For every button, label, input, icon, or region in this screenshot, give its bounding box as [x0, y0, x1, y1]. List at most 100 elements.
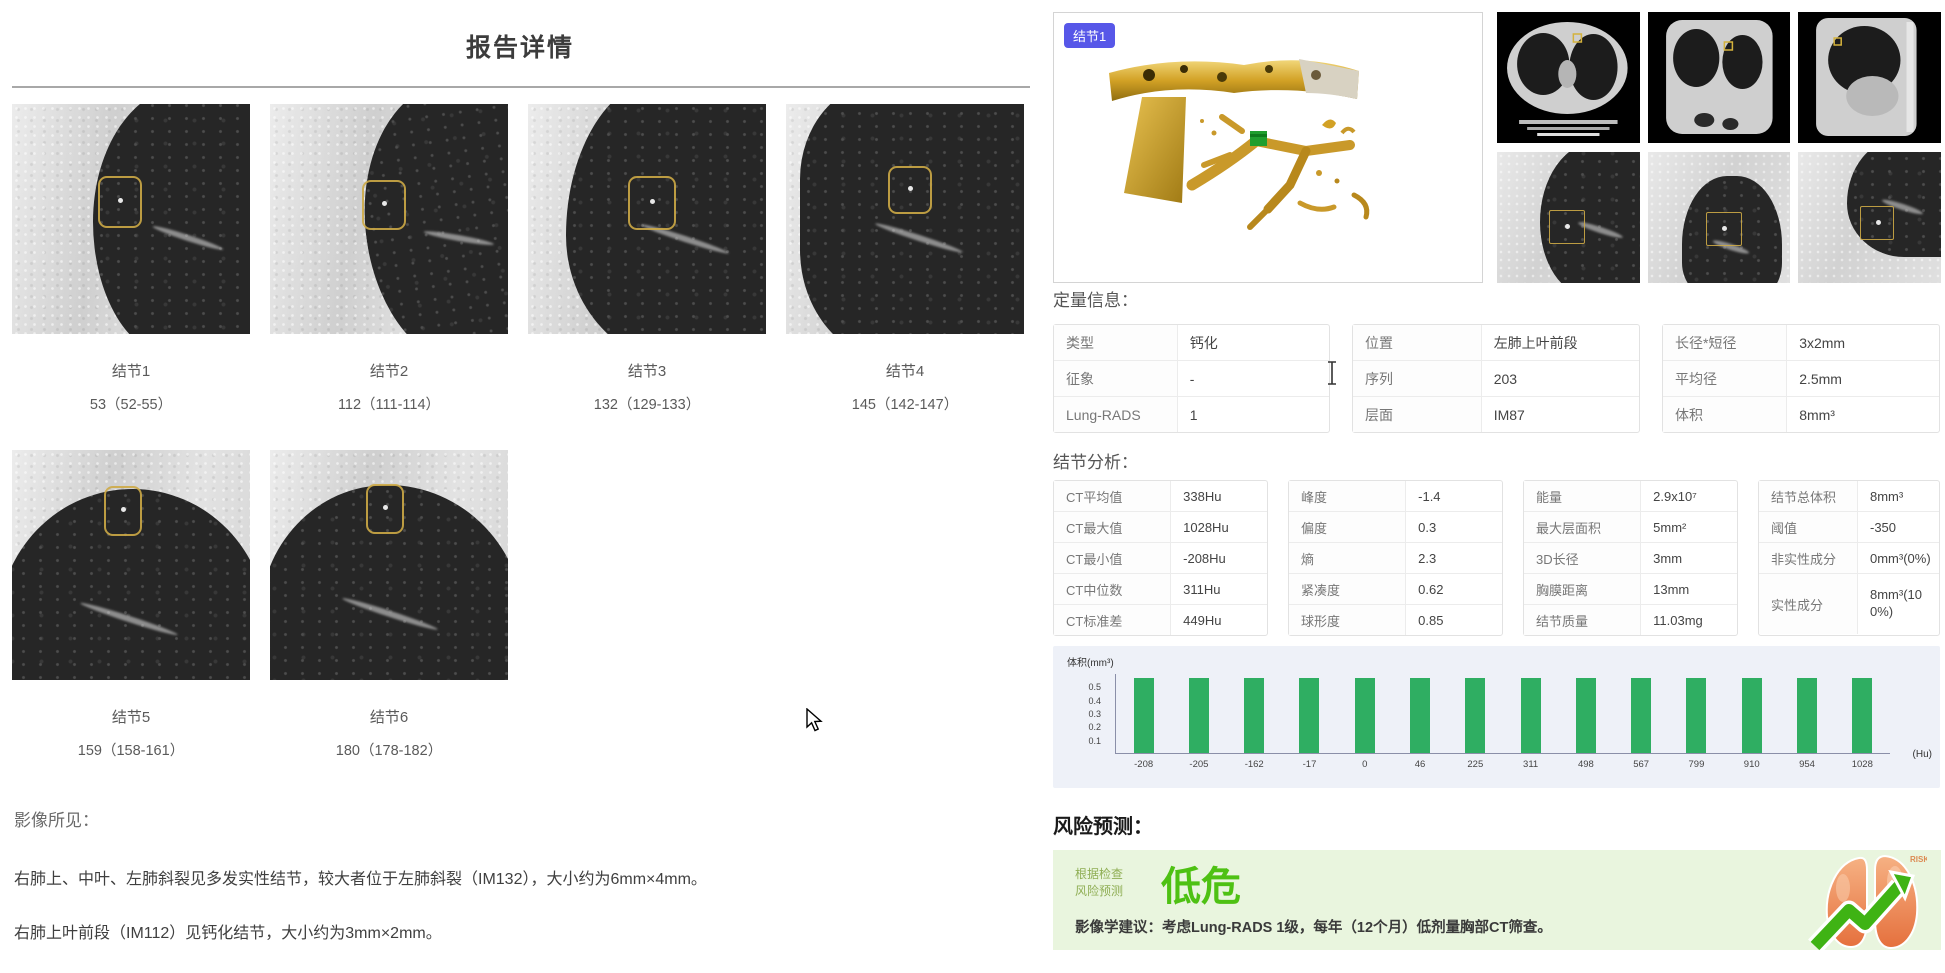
- nodule-slice-range: 145（142-147）: [851, 397, 959, 413]
- field-value: 2.3: [1418, 550, 1437, 566]
- quantitative-heading: 定量信息：: [1053, 291, 1138, 310]
- nodule-dot: [1565, 224, 1571, 230]
- hist-bar: [1188, 677, 1209, 753]
- field-label: 长径*短径: [1663, 325, 1788, 360]
- x-tick-label: 0: [1362, 759, 1368, 770]
- nodule-label: 结节5: [111, 709, 151, 726]
- analysis-table-metrics: 能量 2.9x10⁷ 最大层面积 5mm² 3D长径 3mm 胸膜距离 13mm 结节质…: [1523, 480, 1738, 636]
- lung-region: [1539, 152, 1640, 283]
- risk-pre-line-1: 根据检查: [1075, 867, 1124, 881]
- field-label: 层面: [1353, 397, 1482, 432]
- risk-prediction-heading: 风险预测：: [1053, 816, 1153, 838]
- mpr-coronal-view[interactable]: [1647, 12, 1791, 143]
- 3d-airway-viewer[interactable]: 结节1: [1053, 12, 1483, 283]
- hist-bar: [1465, 677, 1486, 753]
- field-value: 311Hu: [1183, 581, 1221, 597]
- hist-bar: [1686, 677, 1707, 753]
- sagittal-ct-illustration: [1798, 12, 1941, 143]
- field-label: 熵: [1289, 543, 1407, 573]
- field-label: 能量: [1524, 481, 1642, 511]
- lung-region: [1846, 152, 1941, 257]
- mpr-thumbnail-grid: [1497, 12, 1941, 283]
- nodule-dot: [1875, 220, 1881, 226]
- field-value: 5mm²: [1653, 519, 1687, 535]
- roi-box: [888, 166, 932, 214]
- field-label: CT最小值: [1054, 543, 1172, 573]
- field-value: 1: [1189, 406, 1198, 423]
- roi-box: [366, 484, 404, 534]
- y-tick-label: 0.5: [1088, 682, 1101, 693]
- hist-bar-cell: -162: [1227, 674, 1282, 770]
- risk-pre-line-2: 风险预测: [1075, 884, 1124, 898]
- field-label: 峰度: [1289, 481, 1407, 511]
- hist-bar-cell: 799: [1669, 674, 1724, 770]
- risk-icon-label: RISK: [1910, 855, 1927, 864]
- roi-box: [1860, 206, 1895, 240]
- field-label: 偏度: [1289, 512, 1407, 542]
- field-value: -1.4: [1418, 488, 1441, 504]
- field-value: 左肺上叶前段: [1493, 334, 1578, 351]
- field-label: CT平均值: [1054, 481, 1172, 511]
- lung-region: [566, 104, 766, 334]
- x-tick-label: -162: [1244, 759, 1264, 770]
- y-tick-label: 0.2: [1088, 722, 1101, 733]
- nodule-card-6: 结节6 180（178-182）: [270, 450, 508, 760]
- page-title: 报告详情: [465, 34, 574, 62]
- field-label: 阈值: [1759, 512, 1858, 542]
- analysis-heading: 结节分析：: [1053, 453, 1138, 472]
- field-value: 449Hu: [1183, 612, 1222, 628]
- zoom-sagittal-view[interactable]: [1798, 152, 1941, 283]
- field-value: -208Hu: [1183, 550, 1226, 566]
- imaging-findings-section: 影像所见： 右肺上、中叶、左肺斜裂见多发实性结节，较大者位于左肺斜裂（IM132…: [14, 806, 1024, 973]
- lungs-risk-icon: RISK: [1808, 854, 1927, 953]
- nodule-card-3: 结节3 132（129-133）: [528, 104, 766, 414]
- hist-bar: [1410, 677, 1431, 753]
- analysis-table-ct-values: CT平均值 338Hu CT最大值 1028Hu CT最小值 -208Hu CT中位数…: [1053, 480, 1268, 636]
- findings-line-2: 右肺上叶前段（IM112）见钙化结节，大小约为3mm×2mm。: [14, 925, 442, 942]
- field-label: 类型: [1054, 325, 1178, 360]
- quantitative-tables: 类型 钙化 征象 - Lung-RADS 1 位置 左肺上叶前段 序列 203 层面 IM8…: [1053, 324, 1940, 433]
- hist-bar: [1797, 677, 1818, 753]
- ct-image-nodule-6: [270, 450, 508, 680]
- zoom-axial-view[interactable]: [1497, 152, 1640, 283]
- field-value: 11.03mg: [1653, 612, 1703, 628]
- nodule-label: 结节4: [885, 363, 925, 380]
- nodule-card-2: 结节2 112（111-114）: [270, 104, 508, 414]
- field-value: 0.85: [1418, 612, 1444, 628]
- nodule-dot: [649, 199, 655, 204]
- quantitative-table-location: 位置 左肺上叶前段 序列 203 层面 IM87: [1352, 324, 1640, 433]
- field-value: 0.62: [1418, 581, 1444, 597]
- chart-y-axis-label: 体积(mm³): [1067, 658, 1114, 669]
- field-label: 结节总体积: [1759, 481, 1858, 511]
- nodule-slice-range: 180（178-182）: [335, 743, 443, 759]
- nodule-dot: [382, 201, 387, 207]
- hist-bar-cell: 954: [1779, 674, 1834, 770]
- chart-plot-area: -208 -205 -162 -17 0 46 225 311 498 567 799 910 954 1…: [1115, 674, 1890, 770]
- hist-bar-cell: 567: [1614, 674, 1669, 770]
- nodule-slice-range: 112（111-114）: [337, 397, 441, 413]
- field-value: 3mm: [1653, 550, 1683, 566]
- x-tick-label: 799: [1688, 759, 1705, 770]
- field-label: Lung-RADS: [1054, 397, 1178, 432]
- nodule-slice-range: 132（129-133）: [593, 397, 701, 413]
- nodule-label: 结节1: [111, 363, 151, 380]
- field-label: 结节质量: [1524, 605, 1642, 635]
- mpr-axial-view[interactable]: [1497, 12, 1640, 143]
- ct-image-nodule-2: [270, 104, 508, 334]
- roi-box: [98, 176, 142, 228]
- field-label: 序列: [1353, 361, 1482, 396]
- x-tick-label: 225: [1467, 759, 1484, 770]
- field-value: 8mm³(100%): [1870, 587, 1923, 619]
- hist-bar: [1133, 677, 1154, 753]
- hist-bar-cell: 311: [1503, 674, 1558, 770]
- nodule-label: 结节2: [369, 363, 409, 380]
- field-value: -350: [1870, 519, 1897, 535]
- lung-region: [800, 104, 1024, 334]
- lung-region: [1681, 175, 1782, 283]
- mpr-sagittal-view[interactable]: [1798, 12, 1941, 143]
- analysis-table-shape: 峰度 -1.4 偏度 0.3 熵 2.3 紧凑度 0.62 球形度 0.85: [1288, 480, 1503, 636]
- x-tick-label: 1028: [1851, 759, 1873, 770]
- ct-image-nodule-3: [528, 104, 766, 334]
- hist-bar: [1354, 677, 1375, 753]
- zoom-coronal-view[interactable]: [1647, 152, 1791, 283]
